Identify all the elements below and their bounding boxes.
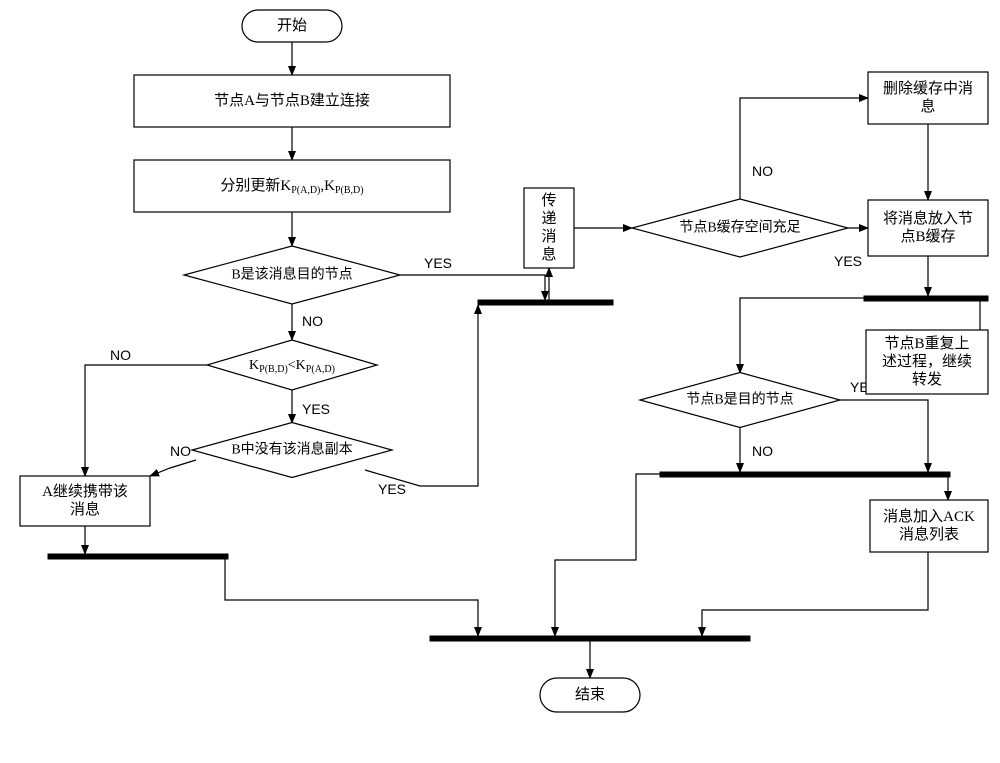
svg-text:传: 传: [541, 192, 556, 209]
svg-text:将消息放入节: 将消息放入节: [883, 210, 973, 227]
edge-7: [150, 460, 196, 476]
edge-23: [555, 474, 660, 636]
svg-text:节点B缓存空间充足: 节点B缓存空间充足: [679, 220, 800, 236]
syncR2: [660, 472, 950, 477]
ack: [870, 500, 988, 552]
svg-text:删除缓存中消: 删除缓存中消: [883, 80, 973, 97]
syncR1: [864, 296, 988, 301]
delMsg: [868, 72, 988, 124]
putBuf: [868, 200, 988, 256]
edge-13: [740, 98, 868, 199]
svg-text:述过程，继续: 述过程，继续: [882, 353, 972, 370]
svg-text:B中没有该消息副本: B中没有该消息副本: [231, 441, 352, 458]
flowchart-canvas: YESNONOYESNOYESNOYESYESNO 开始节点A与节点B建立连接分…: [0, 0, 1000, 763]
svg-text:节点A与节点B建立连接: 节点A与节点B建立连接: [214, 92, 370, 109]
edge-label-15: YES: [834, 253, 862, 269]
edge-label-7: NO: [170, 443, 191, 459]
svg-text:A继续携带该: A继续携带该: [42, 483, 128, 500]
edge-label-4: NO: [302, 313, 323, 329]
edge-label-8: YES: [378, 481, 406, 497]
edge-3: [400, 275, 545, 300]
svg-text:节点B是目的节点: 节点B是目的节点: [686, 392, 793, 408]
svg-text:转发: 转发: [912, 371, 942, 388]
svg-text:消息列表: 消息列表: [899, 526, 959, 543]
svg-text:消: 消: [541, 228, 556, 245]
edge-10: [225, 559, 478, 636]
svg-text:B是该消息目的节点: B是该消息目的节点: [231, 266, 352, 283]
edge-label-6: YES: [302, 401, 330, 417]
edge-label-3: YES: [424, 255, 452, 271]
svg-text:递: 递: [541, 210, 556, 227]
svg-text:结束: 结束: [575, 686, 605, 703]
syncL: [48, 554, 228, 559]
edge-label-5: NO: [110, 347, 131, 363]
edge-label-20: NO: [752, 443, 773, 459]
svg-text:点B缓存: 点B缓存: [900, 228, 955, 245]
edge-8: [365, 305, 478, 486]
edge-5: [85, 365, 207, 476]
edge-17: [740, 298, 870, 373]
syncEnd: [430, 636, 750, 641]
edge-19: [840, 400, 928, 472]
syncT: [478, 300, 613, 305]
svg-text:开始: 开始: [277, 17, 307, 34]
svg-text:消息: 消息: [70, 501, 100, 518]
edge-22: [702, 552, 928, 636]
edge-label-13: NO: [752, 163, 773, 179]
svg-text:息: 息: [920, 98, 935, 115]
svg-text:节点B重复上: 节点B重复上: [884, 334, 969, 352]
svg-text:息: 息: [541, 246, 556, 263]
svg-text:消息加入ACK: 消息加入ACK: [883, 508, 975, 525]
